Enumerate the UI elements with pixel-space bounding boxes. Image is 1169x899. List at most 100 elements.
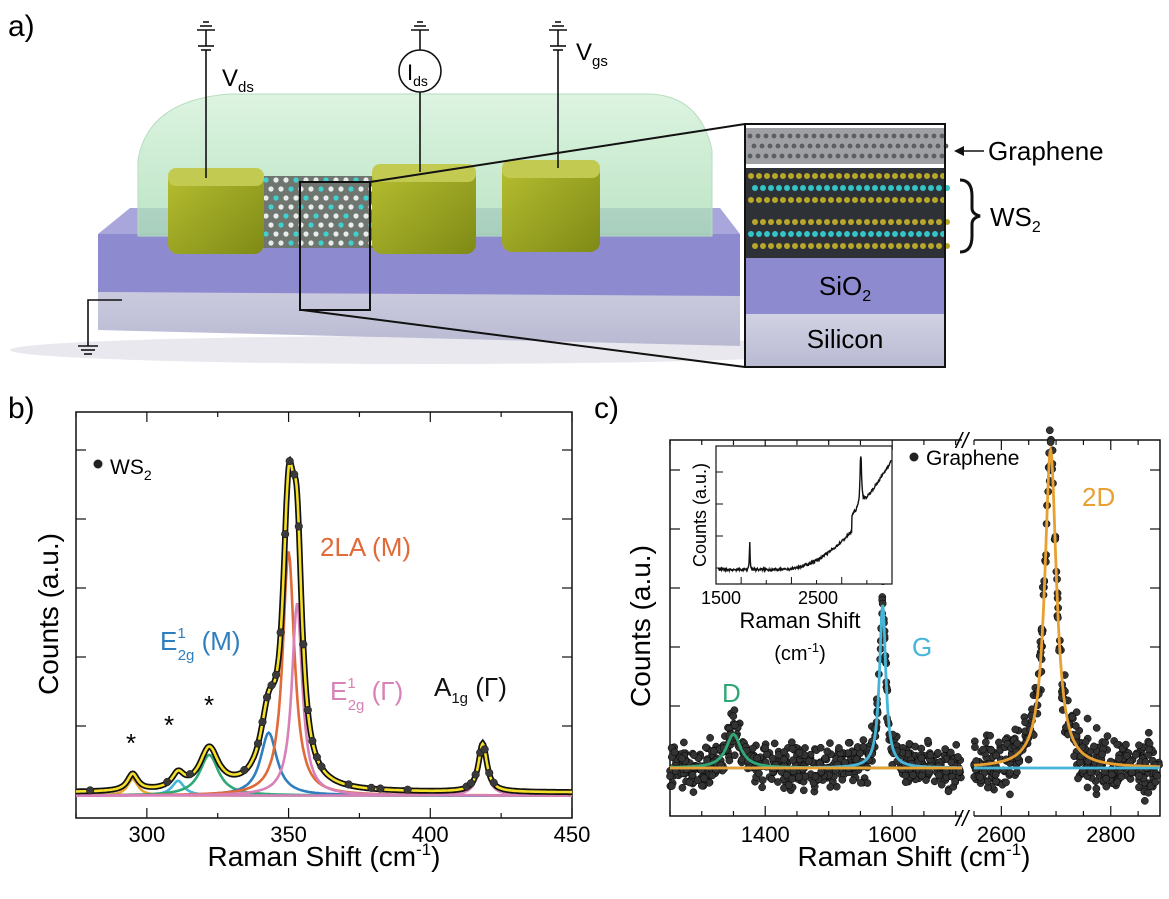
ws2-atom bbox=[804, 231, 810, 237]
lattice-atom bbox=[268, 186, 274, 192]
lattice-atom bbox=[328, 240, 334, 246]
lattice-atom bbox=[268, 240, 274, 246]
graphene-atom bbox=[907, 133, 913, 139]
lattice-atom bbox=[293, 213, 299, 219]
star-1: * bbox=[126, 728, 136, 758]
data-point bbox=[666, 772, 674, 781]
ws2-atom bbox=[808, 185, 814, 191]
lattice-atom bbox=[313, 195, 319, 201]
ws2-atom bbox=[824, 185, 830, 191]
ws2-atom bbox=[812, 231, 818, 237]
graphene-atom bbox=[899, 153, 905, 159]
ws2-atom bbox=[896, 185, 902, 191]
graphene-atom bbox=[935, 143, 941, 149]
ws2-atom bbox=[868, 197, 874, 203]
data-point bbox=[240, 766, 249, 775]
ws2-atom bbox=[916, 173, 922, 179]
graphene-atom bbox=[923, 133, 929, 139]
data-point bbox=[770, 739, 779, 748]
graphene-atom bbox=[855, 143, 861, 149]
plot-b-fits bbox=[76, 455, 572, 797]
ws2-atom bbox=[832, 219, 838, 225]
graphene-atom bbox=[895, 143, 901, 149]
data-point bbox=[467, 779, 476, 788]
ws2-atom bbox=[888, 219, 894, 225]
data-point bbox=[1131, 751, 1140, 759]
data-point bbox=[1102, 774, 1111, 783]
graphene-atom bbox=[747, 153, 753, 159]
graphene-atom bbox=[775, 143, 781, 149]
ws2-atom bbox=[836, 231, 842, 237]
label-2d: 2D bbox=[1082, 482, 1115, 512]
ws2-atom bbox=[824, 243, 830, 249]
data-point bbox=[1144, 788, 1153, 797]
ws2-atom bbox=[800, 185, 806, 191]
data-point bbox=[730, 751, 739, 760]
data-point bbox=[782, 771, 791, 779]
ws2-atom bbox=[792, 185, 798, 191]
x-tick-label: 400 bbox=[412, 822, 449, 847]
data-point bbox=[281, 530, 290, 539]
ws2-atom bbox=[800, 219, 806, 225]
graphene-atom bbox=[811, 153, 817, 159]
graphene-atom bbox=[763, 133, 769, 139]
data-point bbox=[163, 777, 172, 787]
ws2-atom bbox=[780, 173, 786, 179]
ws2-atom bbox=[936, 243, 942, 249]
lattice-atom bbox=[348, 222, 354, 228]
data-point bbox=[480, 745, 489, 754]
data-point bbox=[1013, 739, 1022, 748]
star-3: * bbox=[204, 690, 214, 720]
graphene-atom bbox=[843, 133, 849, 139]
ids-label: Ids bbox=[407, 60, 428, 89]
panel-c-label: c) bbox=[594, 392, 619, 425]
ws2-label: WS2 bbox=[990, 202, 1041, 236]
data-point bbox=[290, 470, 299, 479]
graphene-atom bbox=[899, 133, 905, 139]
axis-break-bottom: // bbox=[954, 806, 970, 831]
ws2-atom bbox=[860, 231, 866, 237]
data-point bbox=[403, 785, 412, 794]
ws2-atom bbox=[852, 173, 858, 179]
ws2-atom bbox=[916, 231, 922, 237]
raw-spectrum bbox=[76, 455, 572, 796]
lattice-atom bbox=[283, 231, 289, 237]
graphene-atom bbox=[875, 133, 881, 139]
ws2-atom bbox=[832, 185, 838, 191]
ws2-atom bbox=[896, 219, 902, 225]
ws2-atom bbox=[752, 243, 758, 249]
x-tick-label: 1400 bbox=[741, 822, 790, 847]
lattice-atom bbox=[273, 195, 279, 201]
plot-c-xlabel: Raman Shift (cm-1) bbox=[798, 840, 1031, 872]
ws2-atom bbox=[932, 197, 938, 203]
data-point bbox=[788, 775, 797, 783]
ws2-atom bbox=[924, 231, 930, 237]
ws2-atom bbox=[884, 173, 890, 179]
lattice-atom bbox=[288, 222, 294, 228]
lattice-atom bbox=[353, 195, 359, 201]
data-point bbox=[689, 788, 698, 796]
graphene-label: Graphene bbox=[988, 136, 1104, 166]
graphene-atom bbox=[799, 143, 805, 149]
ws2-atom bbox=[788, 231, 794, 237]
ws2-atom bbox=[796, 173, 802, 179]
lattice-atom bbox=[263, 213, 269, 219]
data-point bbox=[987, 746, 995, 755]
lattice-atom bbox=[288, 240, 294, 246]
data-point bbox=[986, 731, 994, 740]
graphene-atom bbox=[767, 143, 773, 149]
label-2la: 2LA (M) bbox=[320, 532, 411, 562]
lattice-atom bbox=[293, 231, 299, 237]
ws2-atom bbox=[928, 185, 934, 191]
graphene-atom bbox=[939, 153, 945, 159]
lattice-atom bbox=[288, 186, 294, 192]
lattice-atom bbox=[283, 177, 289, 183]
graphene-atom bbox=[891, 153, 897, 159]
lattice-atom bbox=[288, 204, 294, 210]
graphene-atom bbox=[867, 153, 873, 159]
data-point bbox=[804, 757, 813, 766]
plot-b-xlabel: Raman Shift (cm-1) bbox=[208, 840, 441, 872]
graphene-atom bbox=[839, 143, 845, 149]
ws2-atom bbox=[852, 231, 858, 237]
data-point bbox=[838, 775, 847, 784]
